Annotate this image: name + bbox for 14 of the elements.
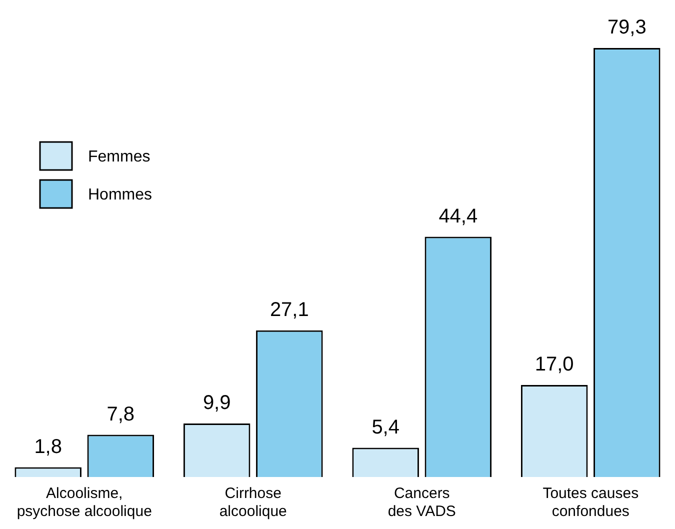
data-label: 27,1 [270, 298, 309, 321]
x-tick-label: Toutes causes confondues [542, 485, 639, 520]
legend-label: Hommes [88, 186, 152, 204]
data-label: 7,8 [106, 403, 135, 426]
x-tick-label: Cancers des VADS [388, 485, 456, 520]
data-label: 1,8 [34, 436, 62, 458]
data-label: 79,3 [607, 16, 646, 39]
data-label: 5,4 [372, 416, 400, 438]
legend-label: Femmes [88, 148, 150, 166]
x-tick-label: Cirrhose alcoolique [219, 485, 287, 520]
data-label: 44,4 [438, 205, 478, 228]
data-label: 9,9 [202, 392, 231, 414]
x-tick-label: Alcoolisme, psychose alcoolique [16, 485, 152, 520]
data-label: 17,0 [534, 354, 574, 376]
